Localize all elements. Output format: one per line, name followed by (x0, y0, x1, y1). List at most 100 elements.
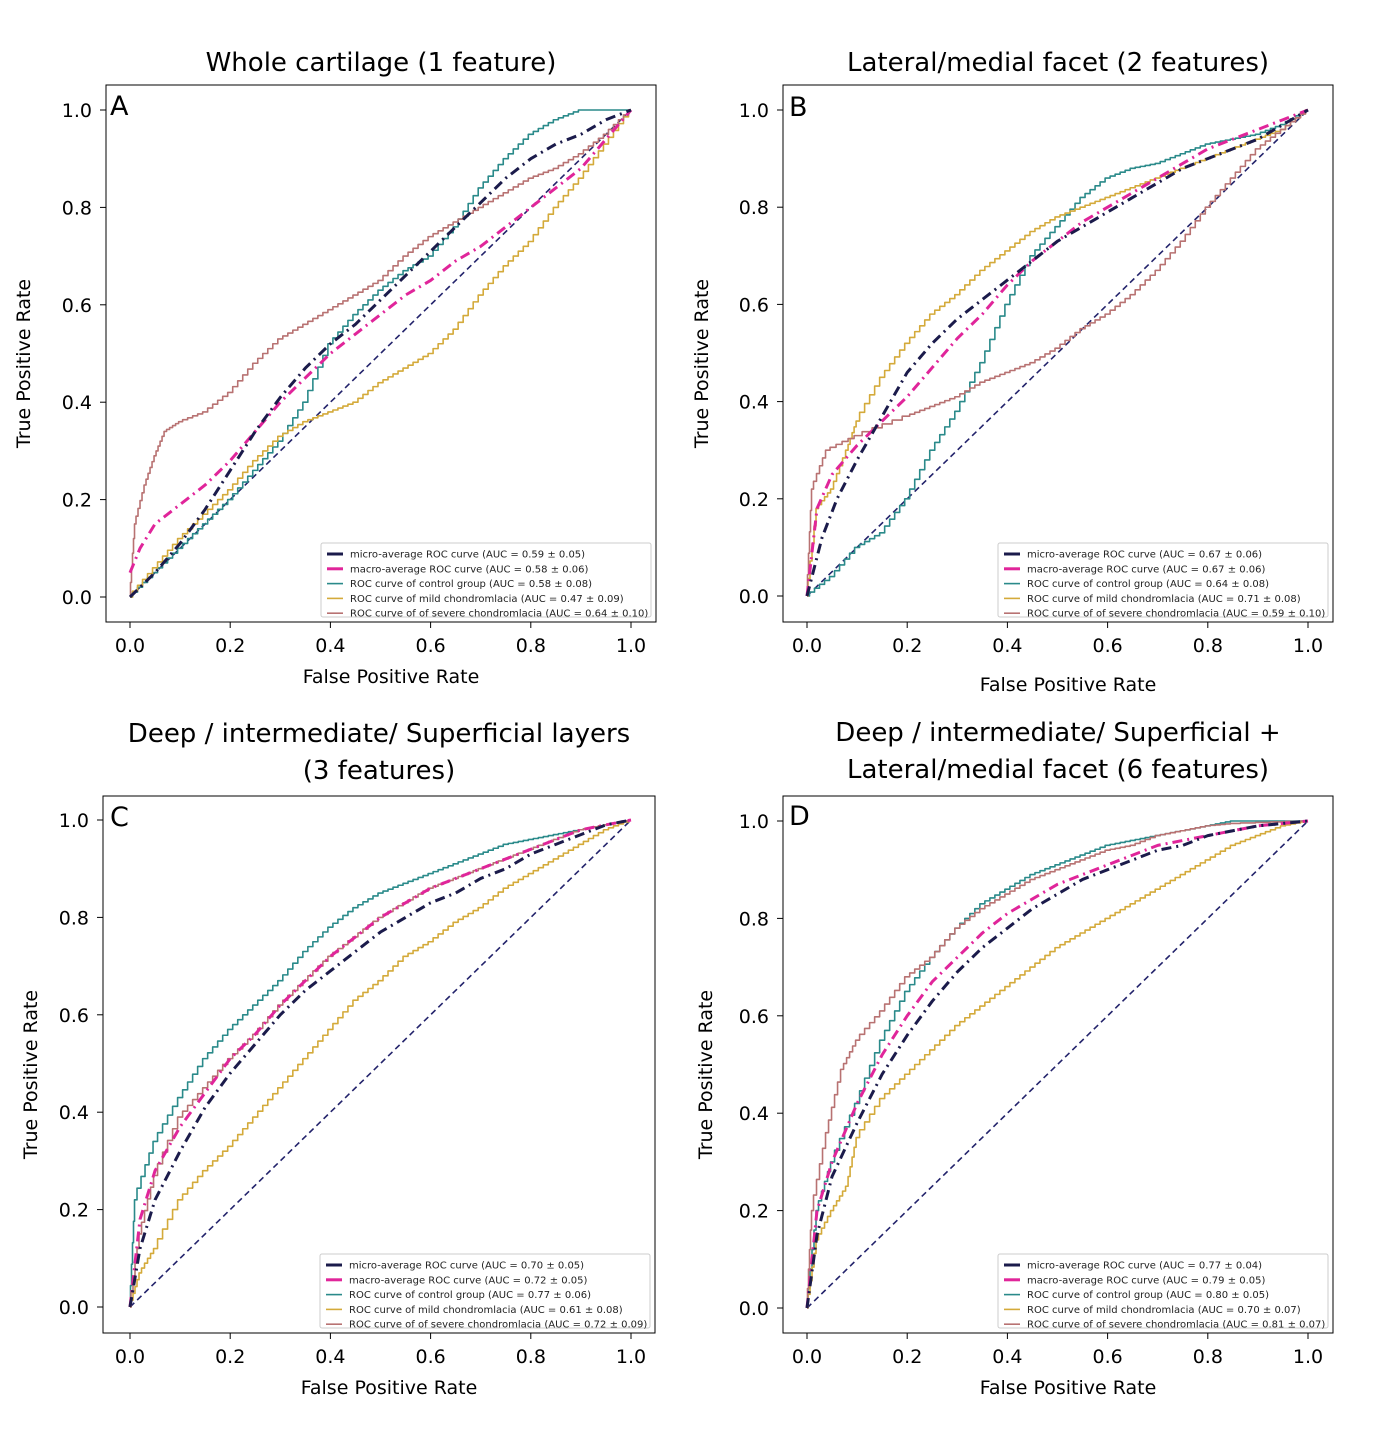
legend-label-control: ROC curve of control group (AUC = 0.64 ±… (1027, 579, 1269, 590)
legend-label-micro: micro-average ROC curve (AUC = 0.67 ± 0.… (1027, 550, 1262, 561)
legend-label-severe: ROC curve of of severe chondromlacia (AU… (1027, 1320, 1325, 1331)
x-tick-label: 0.4 (315, 635, 345, 657)
x-tick-label: 0.6 (1092, 1346, 1122, 1368)
legend-label-mild: ROC curve of mild chondromlacia (AUC = 0… (1027, 1305, 1301, 1316)
panel-letter: C (110, 802, 129, 833)
chance-diagonal (129, 109, 632, 598)
y-tick-label: 1.0 (739, 811, 769, 833)
y-tick-label: 0.4 (62, 392, 92, 414)
y-tick-label: 1.0 (62, 100, 92, 122)
plot-frame (782, 795, 1334, 1334)
x-tick-label: 0.6 (415, 1346, 445, 1368)
series-macro-line (128, 109, 633, 574)
legend-label-mild: ROC curve of mild chondromlacia (AUC = 0… (350, 594, 624, 605)
plot-frame (782, 84, 1334, 623)
plot-frame (105, 84, 657, 623)
x-axis-label: False Positive Rate (980, 1377, 1157, 1399)
x-tick-label: 0.2 (215, 1346, 245, 1368)
panel-b: Lateral/medial facet (2 features) B 0.0 0.0… (691, 48, 1334, 696)
legend: micro-average ROC curve (AUC = 0.70 ± 0.… (319, 1253, 651, 1331)
y-tick-label: 1.0 (59, 810, 89, 832)
legend-box (319, 1253, 651, 1329)
chart-title: Deep / intermediate/ Superficial layers (128, 719, 630, 749)
y-tick-label: 0.4 (739, 1103, 769, 1125)
panel-c: Deep / intermediate/ Superficial layers (… (20, 719, 656, 1399)
x-tick-label: 0.0 (115, 1346, 145, 1368)
y-tick-label: 0.0 (739, 586, 769, 608)
legend-label-mild: ROC curve of mild chondromlacia (AUC = 0… (349, 1305, 623, 1316)
y-axis-label: True Positive Rate (13, 279, 35, 449)
y-tick-label: 0.0 (739, 1298, 769, 1320)
panel-letter: D (789, 801, 810, 832)
x-tick-label: 1.0 (616, 635, 646, 657)
legend: micro-average ROC curve (AUC = 0.77 ± 0.… (997, 1253, 1329, 1331)
chart-title: Deep / intermediate/ Superficial + (835, 718, 1280, 748)
legend-label-micro: micro-average ROC curve (AUC = 0.70 ± 0.… (349, 1261, 584, 1272)
series-mild-line (130, 819, 631, 1308)
panel-a: Whole cartilage (1 feature) A 0.0 0.0 0.2 0.2… (13, 48, 657, 688)
x-tick-label: 1.0 (1293, 1346, 1323, 1368)
series-control-line (129, 819, 631, 1308)
series-macro-line (805, 819, 1309, 1309)
x-tick-label: 0.0 (115, 635, 145, 657)
y-tick-label: 0.2 (62, 490, 92, 512)
series-macro-line (805, 108, 1309, 597)
series-micro-line (128, 818, 632, 1308)
chart-title: Lateral/medial facet (6 features) (847, 755, 1269, 785)
y-axis-label: True Positive Rate (695, 990, 717, 1160)
y-tick-label: 1.0 (739, 100, 769, 122)
legend-box (997, 542, 1329, 618)
x-axis-label: False Positive Rate (301, 1377, 478, 1399)
y-tick-label: 0.6 (739, 294, 769, 316)
series-severe-line (806, 820, 1308, 1309)
y-tick-label: 0.2 (739, 489, 769, 511)
legend-label-control: ROC curve of control group (AUC = 0.58 ±… (350, 579, 592, 590)
legend-label-mild: ROC curve of mild chondromlacia (AUC = 0… (1027, 594, 1301, 605)
x-tick-label: 0.2 (215, 635, 245, 657)
chart-title: Whole cartilage (1 feature) (206, 48, 557, 78)
legend-label-macro: macro-average ROC curve (AUC = 0.79 ± 0.… (1027, 1275, 1266, 1286)
x-tick-label: 1.0 (1293, 635, 1323, 657)
y-axis-label: True Positive Rate (691, 279, 713, 449)
series-mild-line (130, 109, 631, 598)
x-tick-label: 0.4 (315, 1346, 345, 1368)
legend-label-macro: macro-average ROC curve (AUC = 0.58 ± 0.… (350, 564, 589, 575)
legend-label-macro: macro-average ROC curve (AUC = 0.67 ± 0.… (1027, 564, 1266, 575)
x-axis-label: False Positive Rate (303, 666, 480, 688)
chart-title: Lateral/medial facet (2 features) (847, 48, 1269, 78)
series-micro-line (128, 108, 632, 599)
x-tick-label: 0.8 (1193, 635, 1223, 657)
y-tick-label: 0.0 (59, 1297, 89, 1319)
x-axis-label: False Positive Rate (980, 674, 1157, 696)
series-severe-line (806, 109, 1308, 597)
legend: micro-average ROC curve (AUC = 0.67 ± 0.… (997, 542, 1329, 620)
y-tick-label: 0.0 (62, 587, 92, 609)
x-tick-label: 0.6 (1092, 635, 1122, 657)
series-mild-line (807, 820, 1308, 1309)
x-tick-label: 0.0 (792, 1346, 822, 1368)
legend-label-macro: macro-average ROC curve (AUC = 0.72 ± 0.… (349, 1275, 588, 1286)
y-tick-label: 0.8 (62, 197, 92, 219)
series-micro-line (805, 819, 1309, 1309)
series-control-line (130, 109, 631, 598)
x-tick-label: 0.4 (992, 1346, 1022, 1368)
x-tick-label: 0.8 (1193, 1346, 1223, 1368)
y-tick-label: 0.4 (59, 1102, 89, 1124)
chance-diagonal (129, 819, 632, 1308)
x-tick-label: 0.8 (516, 635, 546, 657)
plot-frame (102, 795, 656, 1334)
legend-label-micro: micro-average ROC curve (AUC = 0.77 ± 0.… (1027, 1261, 1262, 1272)
panel-d: Deep / intermediate/ Superficial + Latera… (695, 718, 1334, 1399)
x-tick-label: 0.0 (792, 635, 822, 657)
y-tick-label: 0.2 (739, 1201, 769, 1223)
series-mild-line (807, 109, 1308, 597)
y-axis-label: True Positive Rate (20, 990, 42, 1160)
x-tick-label: 0.2 (892, 1346, 922, 1368)
legend: micro-average ROC curve (AUC = 0.59 ± 0.… (320, 542, 652, 620)
series-macro-line (128, 818, 632, 1308)
legend-label-severe: ROC curve of of severe chondromlacia (AU… (350, 609, 648, 620)
legend-label-severe: ROC curve of of severe chondromlacia (AU… (349, 1320, 647, 1331)
series-severe-line (129, 109, 631, 598)
y-tick-label: 0.2 (59, 1200, 89, 1222)
